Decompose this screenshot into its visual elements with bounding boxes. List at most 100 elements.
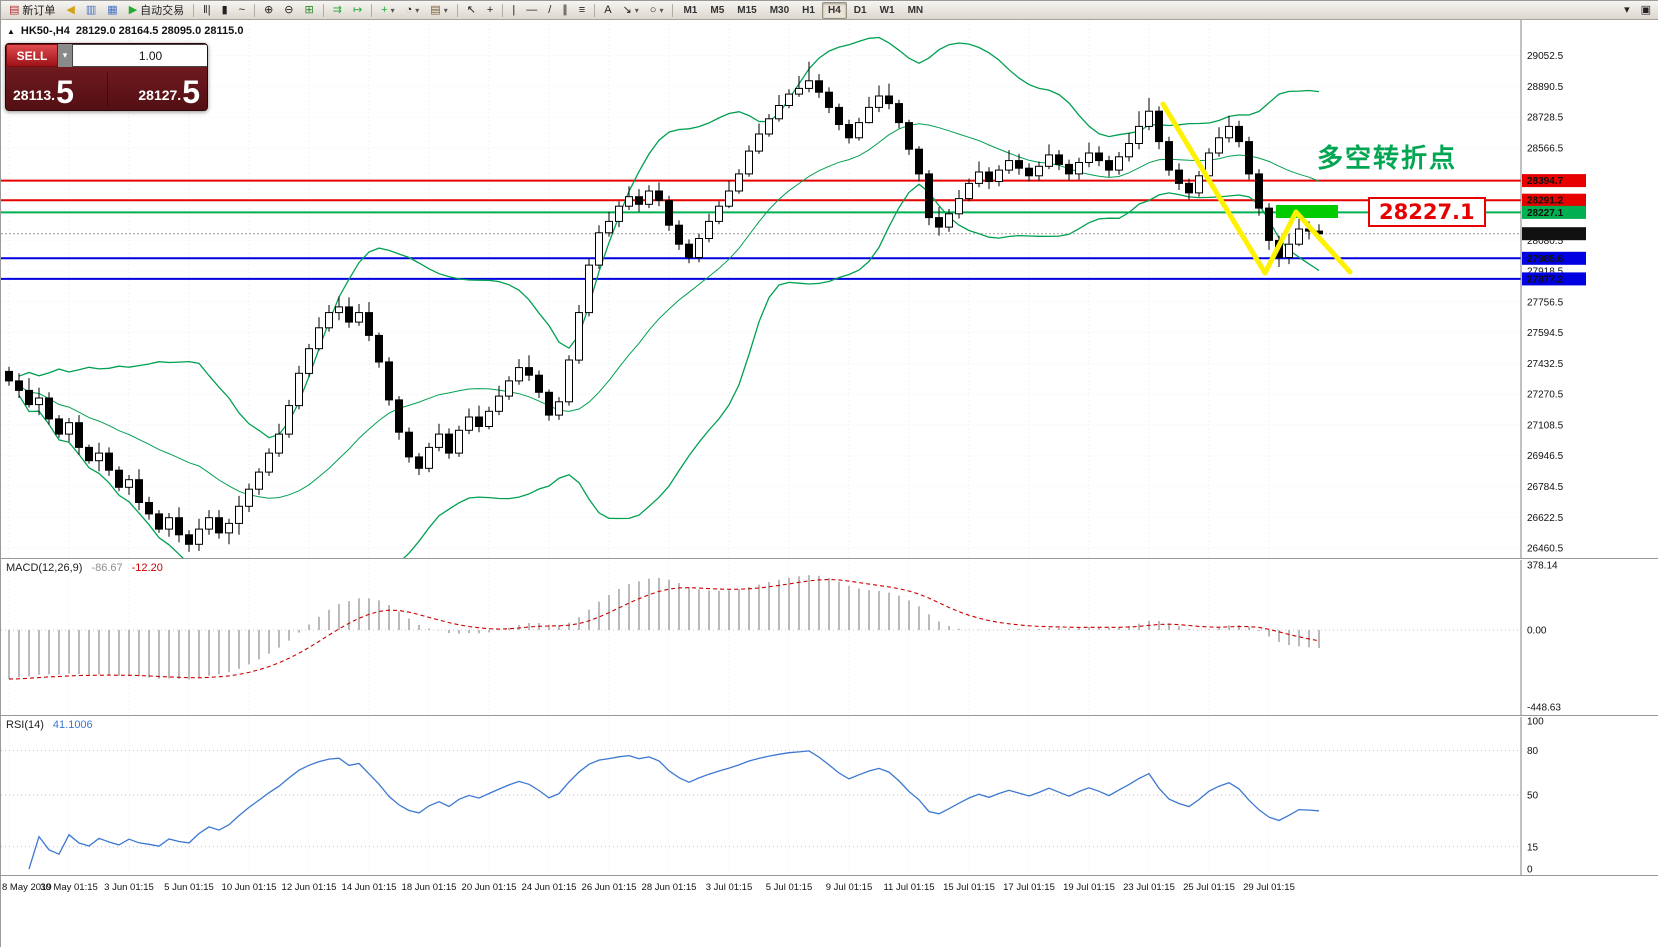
svg-text:10 Jun 01:15: 10 Jun 01:15 [222, 882, 277, 893]
time-axis: 8 May 2019 30 May 01:15 3 Jun 01:15 5 Jun 0… [1, 875, 1658, 897]
auto-scroll-button[interactable]: ⇉ [328, 2, 347, 19]
crosshair-button-icon: + [486, 3, 494, 16]
svg-text:14 Jun 01:15: 14 Jun 01:15 [342, 882, 397, 893]
text-button[interactable]: A [599, 2, 616, 19]
autotrading-button-label: 自动交易 [140, 5, 185, 17]
svg-text:28890.5: 28890.5 [1527, 82, 1564, 93]
bar-chart-button-icon: ‖| [203, 3, 211, 16]
charts-window-button[interactable]: ▥ [81, 2, 101, 19]
window-list-button-icon: ▣ [1640, 3, 1651, 16]
candlestick-chart-button[interactable]: ▮ [217, 2, 233, 19]
zoom-out-button-icon: ⊖ [284, 3, 294, 16]
macd-plot[interactable]: 378.14 0.00 -448.63 [1, 560, 1658, 716]
bollinger-middle-band [18, 123, 1320, 499]
svg-text:26460.5: 26460.5 [1527, 544, 1564, 555]
zoom-out-button[interactable]: ⊖ [279, 2, 298, 19]
svg-text:18 Jun 01:15: 18 Jun 01:15 [402, 882, 457, 893]
indicators-button[interactable]: + ▾ [376, 2, 399, 19]
autotrading-button[interactable]: ▶ 自动交易 [124, 2, 189, 19]
svg-text:5 Jul 01:15: 5 Jul 01:15 [766, 882, 812, 893]
svg-text:29052.5: 29052.5 [1527, 51, 1564, 62]
shapes-button-caret-icon: ▾ [659, 5, 664, 15]
timeframe-h4-button[interactable]: H4 [821, 1, 847, 19]
macd-indicator-label: MACD(12,26,9) -86.67 -12.20 [6, 562, 163, 574]
rsi-plot[interactable]: 100 80 50 15 0 [1, 717, 1658, 876]
main-chart-plot[interactable]: 29052.5 28890.5 28728.5 28566.5 28080.5 27918… [1, 20, 1658, 558]
channel-button[interactable]: ∥ [557, 2, 573, 19]
shapes-button[interactable]: ○ ▾ [645, 2, 669, 19]
templates-button-icon: ▤ [430, 3, 441, 16]
toolbar-customize-button-icon: ▾ [1624, 3, 1630, 16]
zoom-in-button-icon: ⊕ [264, 3, 274, 16]
cursor-button-icon: ↖ [466, 3, 476, 16]
one-click-trading-panel: SELL ▾ ▴ ▾ BUY 28113. 5 28127 [5, 43, 208, 111]
svg-text:27432.5: 27432.5 [1527, 359, 1564, 370]
timeframe-m5-button[interactable]: M5 [704, 2, 730, 19]
timeframe-h1-button[interactable]: H1 [796, 2, 821, 19]
green-highlight-box[interactable] [1276, 205, 1338, 218]
new-order-button[interactable]: ▤ 新订单 [4, 2, 60, 19]
bar-chart-button[interactable]: ‖| [198, 2, 215, 19]
vertical-line-button[interactable]: | [507, 2, 520, 19]
svg-text:28291.2: 28291.2 [1527, 196, 1564, 207]
buy-price-big-digit: 5 [182, 74, 200, 110]
timeframe-m1-button[interactable]: M1 [677, 2, 703, 19]
trendline-button[interactable]: / [543, 2, 556, 19]
trade-panel-prices: 28113. 5 28127. 5 [6, 67, 207, 110]
chart-drawings[interactable] [1160, 101, 1353, 276]
zoom-in-button[interactable]: ⊕ [259, 2, 278, 19]
svg-text:28227.1: 28227.1 [1527, 208, 1564, 219]
volume-input[interactable] [73, 45, 207, 66]
periods-button[interactable]: ◔ ▾ [401, 2, 425, 19]
volume-field: ▴ ▾ [72, 44, 207, 67]
svg-text:28728.5: 28728.5 [1527, 113, 1564, 124]
svg-text:0: 0 [1527, 865, 1533, 876]
chart-ohlc-label: ▲ HK50-,H4 28129.0 28164.5 28095.0 28115… [7, 25, 243, 37]
new-order-button-icon: ▤ [9, 3, 20, 16]
volume-dropdown-caret[interactable]: ▾ [58, 44, 72, 67]
templates-button[interactable]: ▤ ▾ [425, 2, 452, 19]
arrows-button-icon: ↘ [622, 3, 632, 16]
svg-text:80: 80 [1527, 746, 1539, 757]
shapes-button-icon: ○ [649, 3, 657, 16]
sell-button[interactable]: SELL [6, 44, 58, 67]
timeframe-d1-button[interactable]: D1 [848, 2, 873, 19]
svg-text:15: 15 [1527, 842, 1539, 853]
timeframe-m1-button-label: M1 [683, 4, 698, 16]
timeframe-m30-button[interactable]: M30 [764, 2, 795, 19]
market-watch-button[interactable]: ▦ [102, 2, 122, 19]
svg-text:378.14: 378.14 [1527, 561, 1558, 572]
timeframe-mn-button[interactable]: MN [902, 2, 930, 19]
timeframe-w1-button-label: W1 [879, 4, 895, 16]
price-callout-box[interactable]: 28227.1 [1368, 197, 1486, 227]
crosshair-button[interactable]: + [482, 2, 498, 19]
horizontal-level-lines[interactable] [1, 179, 1521, 280]
toolbar-separator [193, 3, 195, 17]
sell-price: 28113. 5 [13, 76, 74, 108]
bollinger-upper-band [18, 36, 1320, 439]
line-chart-button[interactable]: ~ [234, 2, 250, 19]
chart-shift-button[interactable]: ↦ [348, 2, 367, 19]
fibonacci-button[interactable]: ≡ [574, 2, 590, 19]
timeframe-m15-button[interactable]: M15 [731, 2, 762, 19]
macd-signal-line [8, 578, 1320, 680]
toolbar-customize-button[interactable]: ▾ [1619, 2, 1635, 19]
window-list-button[interactable]: ▣ [1636, 2, 1656, 19]
turning-point-annotation[interactable]: 多空转折点 [1317, 144, 1458, 174]
arrows-button-caret-icon: ▾ [634, 5, 639, 15]
macd-signal-value: -12.20 [131, 562, 163, 574]
buy-price-main: 28127. [138, 87, 182, 104]
horizontal-line-button[interactable]: — [521, 2, 542, 19]
arrows-button[interactable]: ↘ ▾ [618, 2, 644, 19]
svg-text:0.00: 0.00 [1527, 626, 1547, 637]
price-divider [106, 72, 108, 107]
indicators-button-caret-icon: ▾ [390, 5, 395, 15]
macd-value: -86.67 [91, 562, 123, 574]
timeframe-w1-button[interactable]: W1 [874, 2, 901, 19]
tile-windows-button[interactable]: ⊞ [300, 2, 319, 19]
cursor-button[interactable]: ↖ [462, 2, 481, 19]
alert-horn-button[interactable]: ◀ [61, 2, 79, 19]
yellow-trend-polyline[interactable] [1160, 101, 1353, 276]
svg-text:28566.5: 28566.5 [1527, 143, 1564, 154]
svg-text:24 Jun 01:15: 24 Jun 01:15 [522, 882, 577, 893]
